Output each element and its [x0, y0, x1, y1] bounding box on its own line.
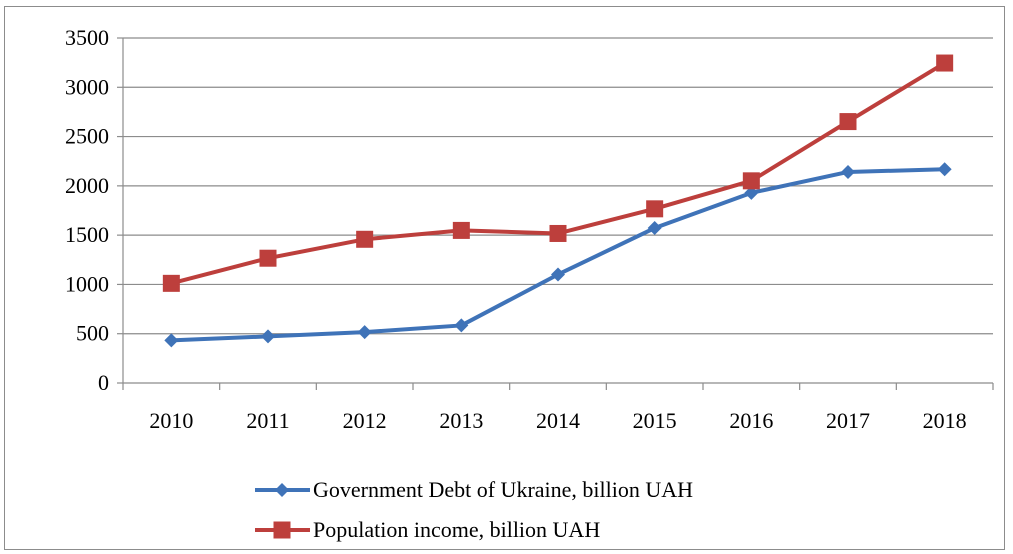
gridlines — [123, 37, 993, 335]
legend-label: Government Debt of Ukraine, billion UAH — [313, 477, 693, 502]
x-tick-label: 2014 — [536, 408, 580, 433]
y-tick-label: 3000 — [65, 74, 109, 99]
legend: Government Debt of Ukraine, billion UAH P… — [255, 477, 693, 542]
x-tick-label: 2011 — [246, 408, 289, 433]
series-1 — [164, 162, 952, 348]
y-tick-label: 2500 — [65, 124, 109, 149]
series-line — [170, 61, 946, 286]
data-point — [549, 224, 567, 242]
data-point — [259, 249, 277, 267]
data-point — [551, 267, 565, 282]
x-tick-label: 2016 — [729, 408, 773, 433]
data-point — [162, 274, 180, 292]
data-point — [452, 221, 470, 239]
data-point — [357, 325, 372, 340]
x-tick-label: 2018 — [923, 408, 967, 433]
legend-label: Population income, billion UAH — [313, 517, 600, 542]
y-tick-label: 3500 — [65, 25, 109, 50]
data-point — [936, 54, 954, 72]
data-point — [356, 230, 374, 248]
data-point — [744, 185, 759, 200]
data-point — [937, 162, 952, 177]
x-tick-label: 2012 — [343, 408, 387, 433]
data-point — [841, 164, 855, 179]
series-lines — [162, 54, 954, 348]
y-axis-tick-labels: 0 500 1000 1500 2000 2500 3000 3500 — [65, 25, 109, 395]
y-tick-label: 2000 — [65, 173, 109, 198]
legend-item: Population income, billion UAH — [255, 517, 600, 542]
y-tick-label: 1000 — [65, 271, 109, 296]
legend-marker — [273, 521, 291, 539]
y-tick-label: 0 — [98, 370, 109, 395]
x-tick-label: 2015 — [633, 408, 677, 433]
x-tick-label: 2010 — [149, 408, 193, 433]
y-tick-label: 500 — [76, 321, 109, 346]
series-2 — [162, 54, 954, 292]
data-point — [261, 329, 275, 344]
y-tick-label: 1500 — [65, 222, 109, 247]
data-point — [646, 200, 664, 218]
x-tick-label: 2017 — [826, 408, 870, 433]
data-point — [647, 221, 662, 236]
legend-marker — [275, 483, 289, 497]
data-point — [839, 113, 857, 131]
legend-item: Government Debt of Ukraine, billion UAH — [255, 477, 693, 502]
axes — [117, 37, 994, 390]
x-tick-label: 2013 — [439, 408, 483, 433]
data-point — [454, 318, 469, 333]
x-axis-tick-labels: 2010 2011 2012 2013 2014 2015 2016 2017 2018 — [149, 408, 966, 433]
data-point — [164, 333, 179, 348]
data-point — [742, 172, 760, 190]
